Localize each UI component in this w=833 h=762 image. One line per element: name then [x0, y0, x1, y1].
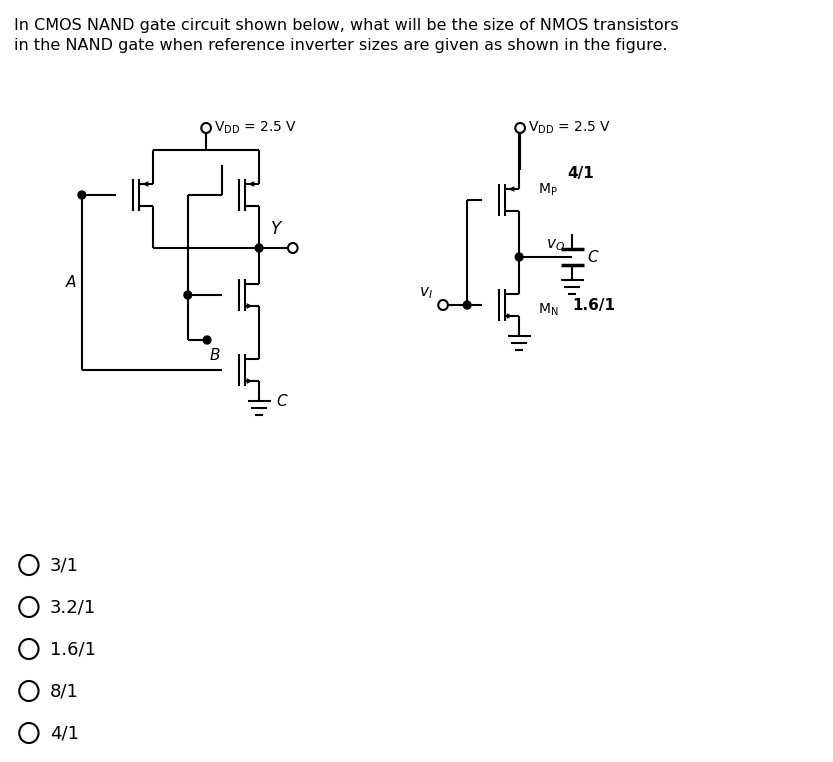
Text: in the NAND gate when reference inverter sizes are given as shown in the figure.: in the NAND gate when reference inverter…: [14, 38, 668, 53]
Text: $\mathregular{V_{DD}}$ = 2.5 V: $\mathregular{V_{DD}}$ = 2.5 V: [214, 120, 297, 136]
Text: In CMOS NAND gate circuit shown below, what will be the size of NMOS transistors: In CMOS NAND gate circuit shown below, w…: [14, 18, 679, 33]
Text: $\mathregular{M_P}$: $\mathregular{M_P}$: [538, 182, 558, 198]
Text: 3/1: 3/1: [50, 556, 79, 574]
Text: 1.6/1: 1.6/1: [572, 298, 615, 313]
Text: 1.6/1: 1.6/1: [50, 640, 96, 658]
Text: $v_I$: $v_I$: [419, 285, 433, 301]
Text: C: C: [587, 249, 598, 264]
Text: A: A: [66, 274, 76, 290]
Circle shape: [255, 244, 263, 252]
Text: 8/1: 8/1: [50, 682, 79, 700]
Circle shape: [463, 301, 471, 309]
Text: 3.2/1: 3.2/1: [50, 598, 97, 616]
Text: $\mathregular{V_{DD}}$ = 2.5 V: $\mathregular{V_{DD}}$ = 2.5 V: [528, 120, 611, 136]
Circle shape: [516, 253, 523, 261]
Text: $\mathregular{M_N}$: $\mathregular{M_N}$: [538, 302, 559, 319]
Text: $v_O$: $v_O$: [546, 237, 565, 253]
Text: 4/1: 4/1: [50, 724, 79, 742]
Text: C: C: [277, 393, 287, 408]
Text: B: B: [210, 348, 221, 363]
Text: 4/1: 4/1: [567, 166, 594, 181]
Text: Y: Y: [271, 220, 281, 238]
Circle shape: [78, 191, 86, 199]
Circle shape: [184, 291, 192, 299]
Circle shape: [203, 336, 211, 344]
